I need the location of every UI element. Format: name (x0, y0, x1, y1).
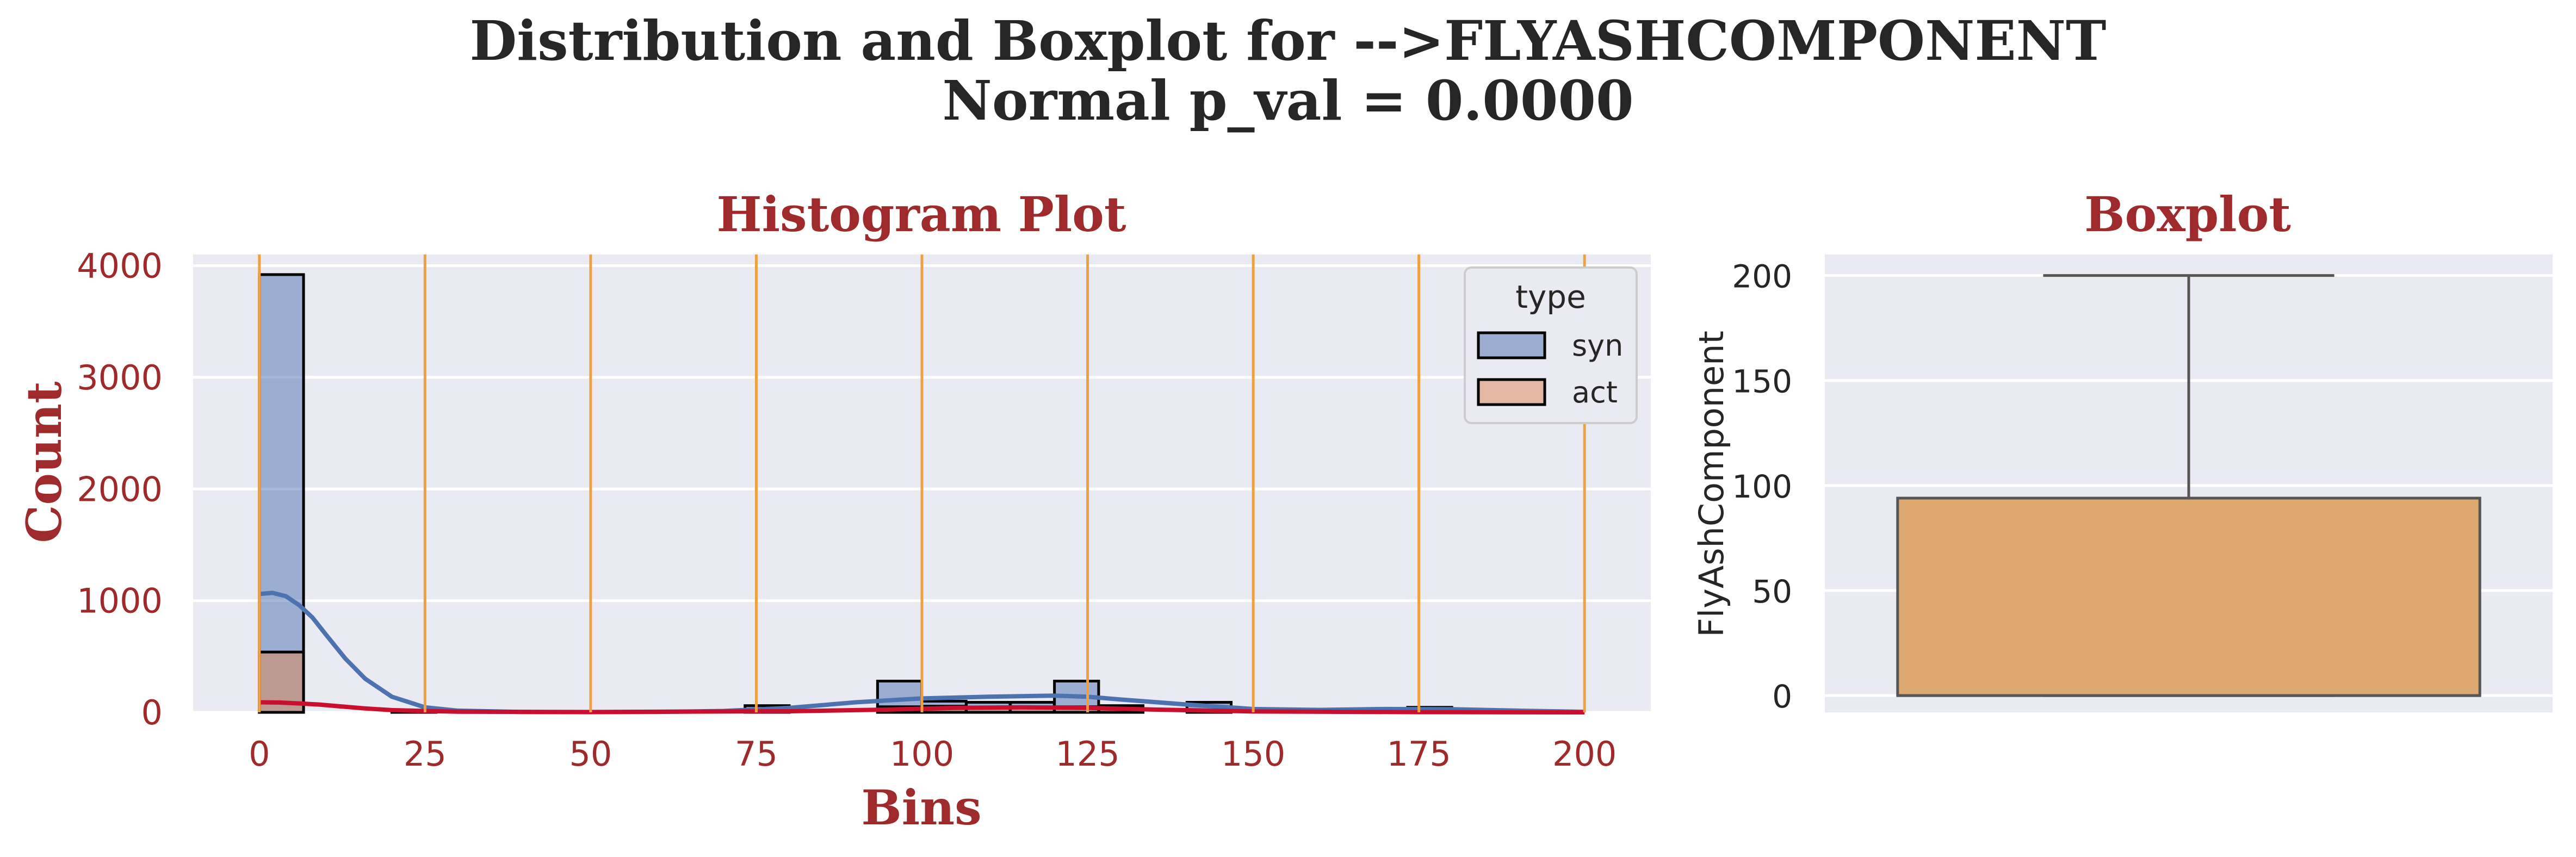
x-tick-label-0: 0 (249, 734, 270, 774)
boxplot-panel: Boxplot FlyAshComponent 0 50 100 150 200 (1692, 186, 2553, 715)
x-tick-label-100: 100 (890, 734, 954, 774)
histogram-bar-syn-0 (258, 273, 305, 714)
histogram-reference-lines (258, 254, 1586, 712)
boxplot-y-tick-label-100: 100 (1732, 468, 1792, 505)
boxplot-y-tick-label-200: 200 (1732, 258, 1792, 295)
legend-label-act: act (1572, 375, 1618, 409)
x-tick-label-200: 200 (1552, 734, 1617, 774)
boxplot-y-tick-label-50: 50 (1752, 573, 1792, 610)
y-tick-label-2000: 2000 (77, 469, 163, 509)
x-tick-label-175: 175 (1386, 734, 1451, 774)
boxplot-box-and-whiskers (1896, 274, 2481, 697)
y-tick-label-0: 0 (141, 693, 163, 732)
legend-swatch-act (1477, 378, 1546, 406)
x-tick-label-50: 50 (569, 734, 612, 774)
histogram-y-axis-label: Count (16, 381, 72, 543)
boxplot-y-tick-label-0: 0 (1772, 678, 1792, 715)
y-tick-label-4000: 4000 (77, 246, 163, 286)
box-iqr (1896, 496, 2481, 697)
x-tick-label-150: 150 (1221, 734, 1285, 774)
figure-title-line2: Normal p_val = 0.0000 (942, 69, 1633, 133)
y-tick-label-1000: 1000 (77, 581, 163, 621)
histogram-legend: type syn act (1464, 266, 1638, 424)
legend-label-syn: syn (1572, 328, 1623, 363)
figure-title-line1: Distribution and Boxplot for -->FLYASHCO… (470, 9, 2107, 73)
boxplot-title: Boxplot (2084, 186, 2291, 243)
x-tick-label-75: 75 (735, 734, 778, 774)
histogram-y-ticks: 0 1000 2000 3000 4000 (77, 246, 163, 732)
x-tick-label-25: 25 (404, 734, 447, 774)
legend-title: type (1515, 278, 1586, 315)
boxplot-y-axis-label: FlyAshComponent (1692, 331, 1731, 637)
histogram-panel: Histogram Plot Count Bins 0 25 50 75 100 125 1… (16, 186, 1651, 836)
legend-swatch-syn (1477, 331, 1546, 359)
histogram-title: Histogram Plot (716, 186, 1126, 243)
boxplot-y-ticks: 0 50 100 150 200 (1732, 258, 1792, 715)
histogram-x-axis-label: Bins (861, 779, 981, 836)
x-tick-label-125: 125 (1055, 734, 1119, 774)
y-tick-label-3000: 3000 (77, 358, 163, 398)
histogram-x-ticks: 0 25 50 75 100 125 150 175 200 (249, 734, 1617, 774)
boxplot-y-tick-label-150: 150 (1732, 363, 1792, 400)
